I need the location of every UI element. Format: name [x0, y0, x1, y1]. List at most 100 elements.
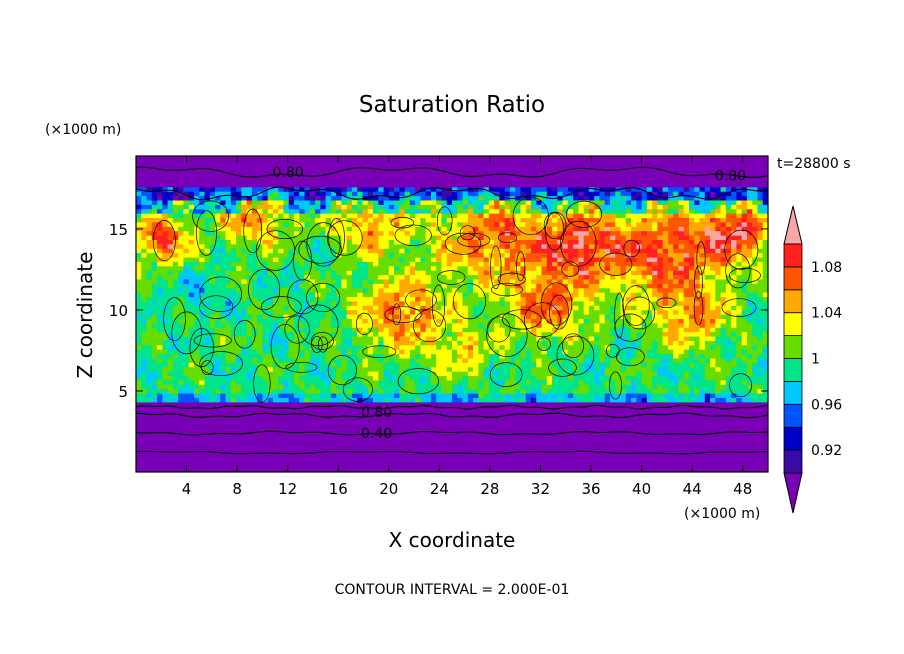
- field-cell: [141, 357, 148, 363]
- field-cell: [183, 445, 190, 451]
- field-cell: [620, 349, 627, 355]
- field-cell: [330, 393, 337, 398]
- field-cell: [157, 388, 163, 394]
- field-cell: [536, 419, 543, 425]
- field-cell: [183, 287, 190, 293]
- field-cell: [446, 467, 453, 472]
- field-cell: [699, 454, 706, 460]
- field-cell: [272, 344, 279, 350]
- field-cell: [578, 353, 585, 359]
- field-cell: [567, 296, 574, 302]
- field-cell: [741, 353, 748, 359]
- field-cell: [678, 344, 685, 350]
- field-cell: [536, 375, 543, 381]
- field-cell: [220, 353, 227, 359]
- field-cell: [267, 357, 274, 363]
- field-cell: [625, 296, 632, 302]
- field-cell: [462, 393, 469, 398]
- field-cell: [746, 314, 753, 319]
- field-cell: [236, 366, 242, 372]
- field-cell: [394, 441, 400, 447]
- field-cell: [515, 463, 522, 469]
- field-cell: [320, 357, 327, 363]
- field-cell: [483, 318, 490, 324]
- field-cell: [557, 454, 564, 460]
- field-cell: [525, 375, 532, 381]
- field-cell: [294, 467, 300, 472]
- field-cell: [509, 384, 516, 390]
- field-cell: [262, 366, 269, 372]
- field-cell: [220, 454, 227, 460]
- field-cell: [757, 335, 764, 341]
- field-cell: [541, 318, 548, 324]
- field-cell: [320, 401, 327, 407]
- field-cell: [225, 305, 232, 311]
- field-cell: [383, 292, 390, 298]
- field-cell: [436, 362, 443, 368]
- field-cell: [689, 344, 695, 350]
- field-cell: [762, 423, 768, 429]
- field-cell: [473, 432, 479, 438]
- field-cell: [246, 445, 253, 451]
- field-cell: [136, 406, 142, 412]
- field-cell: [499, 314, 506, 319]
- field-cell: [610, 340, 616, 346]
- field-cell: [599, 467, 606, 472]
- field-cell: [604, 327, 611, 333]
- field-cell: [515, 344, 522, 350]
- field-cell: [199, 344, 206, 350]
- field-cell: [578, 331, 585, 337]
- field-cell: [762, 292, 768, 298]
- field-cell: [394, 463, 400, 469]
- field-cell: [736, 445, 743, 451]
- field-cell: [525, 349, 532, 355]
- field-cell: [367, 375, 374, 381]
- field-cell: [467, 327, 474, 333]
- field-cell: [357, 463, 364, 469]
- field-cell: [631, 445, 637, 451]
- field-cell: [362, 296, 369, 302]
- field-cell: [373, 428, 379, 434]
- field-cell: [667, 366, 674, 372]
- field-cell: [141, 441, 148, 447]
- field-cell: [209, 445, 216, 451]
- field-cell: [699, 292, 706, 298]
- field-cell: [694, 357, 701, 363]
- field-cell: [683, 454, 690, 460]
- field-cell: [288, 432, 295, 438]
- field-cell: [199, 353, 206, 359]
- field-cell: [610, 379, 616, 385]
- field-cell: [699, 397, 706, 403]
- field-cell: [536, 362, 543, 368]
- field-cell: [283, 410, 290, 416]
- field-cell: [610, 331, 616, 337]
- field-cell: [620, 331, 627, 337]
- field-cell: [141, 467, 148, 472]
- field-cell: [204, 428, 211, 434]
- field-cell: [178, 458, 184, 464]
- field-cell: [341, 423, 348, 429]
- field-cell: [583, 432, 590, 438]
- field-cell: [499, 292, 506, 298]
- field-cell: [246, 401, 253, 407]
- field-cell: [257, 379, 263, 385]
- field-cell: [599, 384, 606, 390]
- field-cell: [409, 388, 416, 394]
- field-cell: [193, 375, 200, 381]
- field-cell: [736, 458, 743, 464]
- field-cell: [541, 467, 548, 472]
- field-cell: [299, 309, 306, 315]
- field-cell: [262, 314, 269, 319]
- field-cell: [741, 375, 748, 381]
- field-cell: [446, 406, 453, 412]
- field-cell: [157, 454, 163, 460]
- field-cell: [315, 428, 321, 434]
- field-cell: [736, 344, 743, 350]
- field-cell: [710, 309, 716, 315]
- field-cell: [325, 353, 332, 359]
- field-cell: [710, 305, 716, 311]
- field-cell: [288, 309, 295, 315]
- field-cell: [546, 458, 553, 464]
- field-cell: [367, 454, 374, 460]
- field-cell: [620, 432, 627, 438]
